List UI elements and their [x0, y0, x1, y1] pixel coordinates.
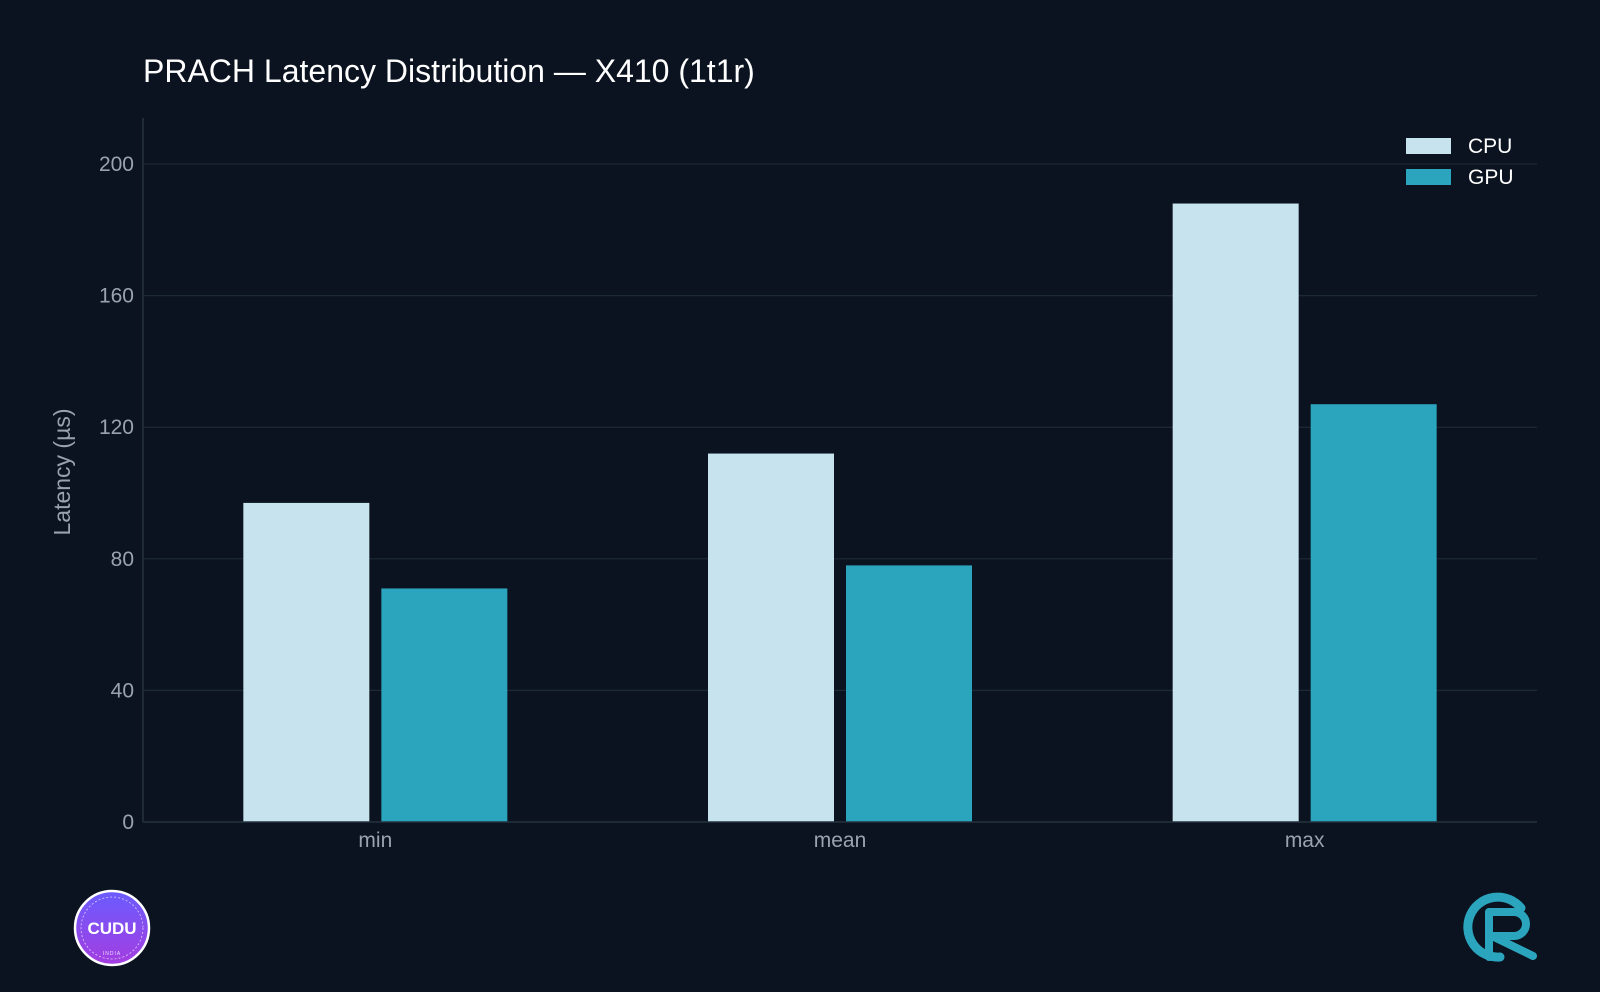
grid-lines [143, 163, 1537, 692]
bar-gpu-mean [846, 565, 972, 822]
bar-cpu-min [243, 502, 370, 822]
x-tick-label: max [1285, 829, 1325, 852]
y-tick-label: 80 [111, 548, 134, 571]
x-tick-label: mean [814, 829, 867, 852]
legend-label-gpu: GPU [1468, 166, 1514, 189]
bar-cpu-max [1172, 203, 1299, 822]
x-tick-label: min [358, 829, 392, 852]
legend: CPU GPU [1406, 135, 1514, 189]
legend-label-cpu: CPU [1468, 135, 1512, 158]
y-tick-label: 120 [99, 416, 134, 439]
cudu-logo-subtext: INDIA [103, 951, 121, 957]
y-tick-label: 40 [111, 679, 134, 702]
bar-gpu-min [381, 588, 508, 822]
r-logo-icon [1463, 892, 1537, 962]
cudu-logo-text: CUDU [87, 919, 136, 938]
bar-cpu-mean [708, 453, 834, 822]
y-tick-label: 160 [99, 285, 134, 308]
legend-swatch-cpu [1406, 138, 1451, 154]
bar-gpu-max [1310, 404, 1437, 822]
y-tick-label: 0 [122, 811, 134, 834]
legend-swatch-gpu [1406, 169, 1451, 185]
y-tick-label: 200 [99, 153, 134, 176]
chart-title: PRACH Latency Distribution — X410 (1t1r) [143, 53, 755, 89]
axes: 0 40 80 120 160 200 min mean max [99, 118, 1537, 852]
cudu-logo-icon: CUDU INDIA [73, 889, 151, 967]
bars [243, 203, 1437, 822]
y-axis-title: Latency (µs) [49, 408, 75, 535]
